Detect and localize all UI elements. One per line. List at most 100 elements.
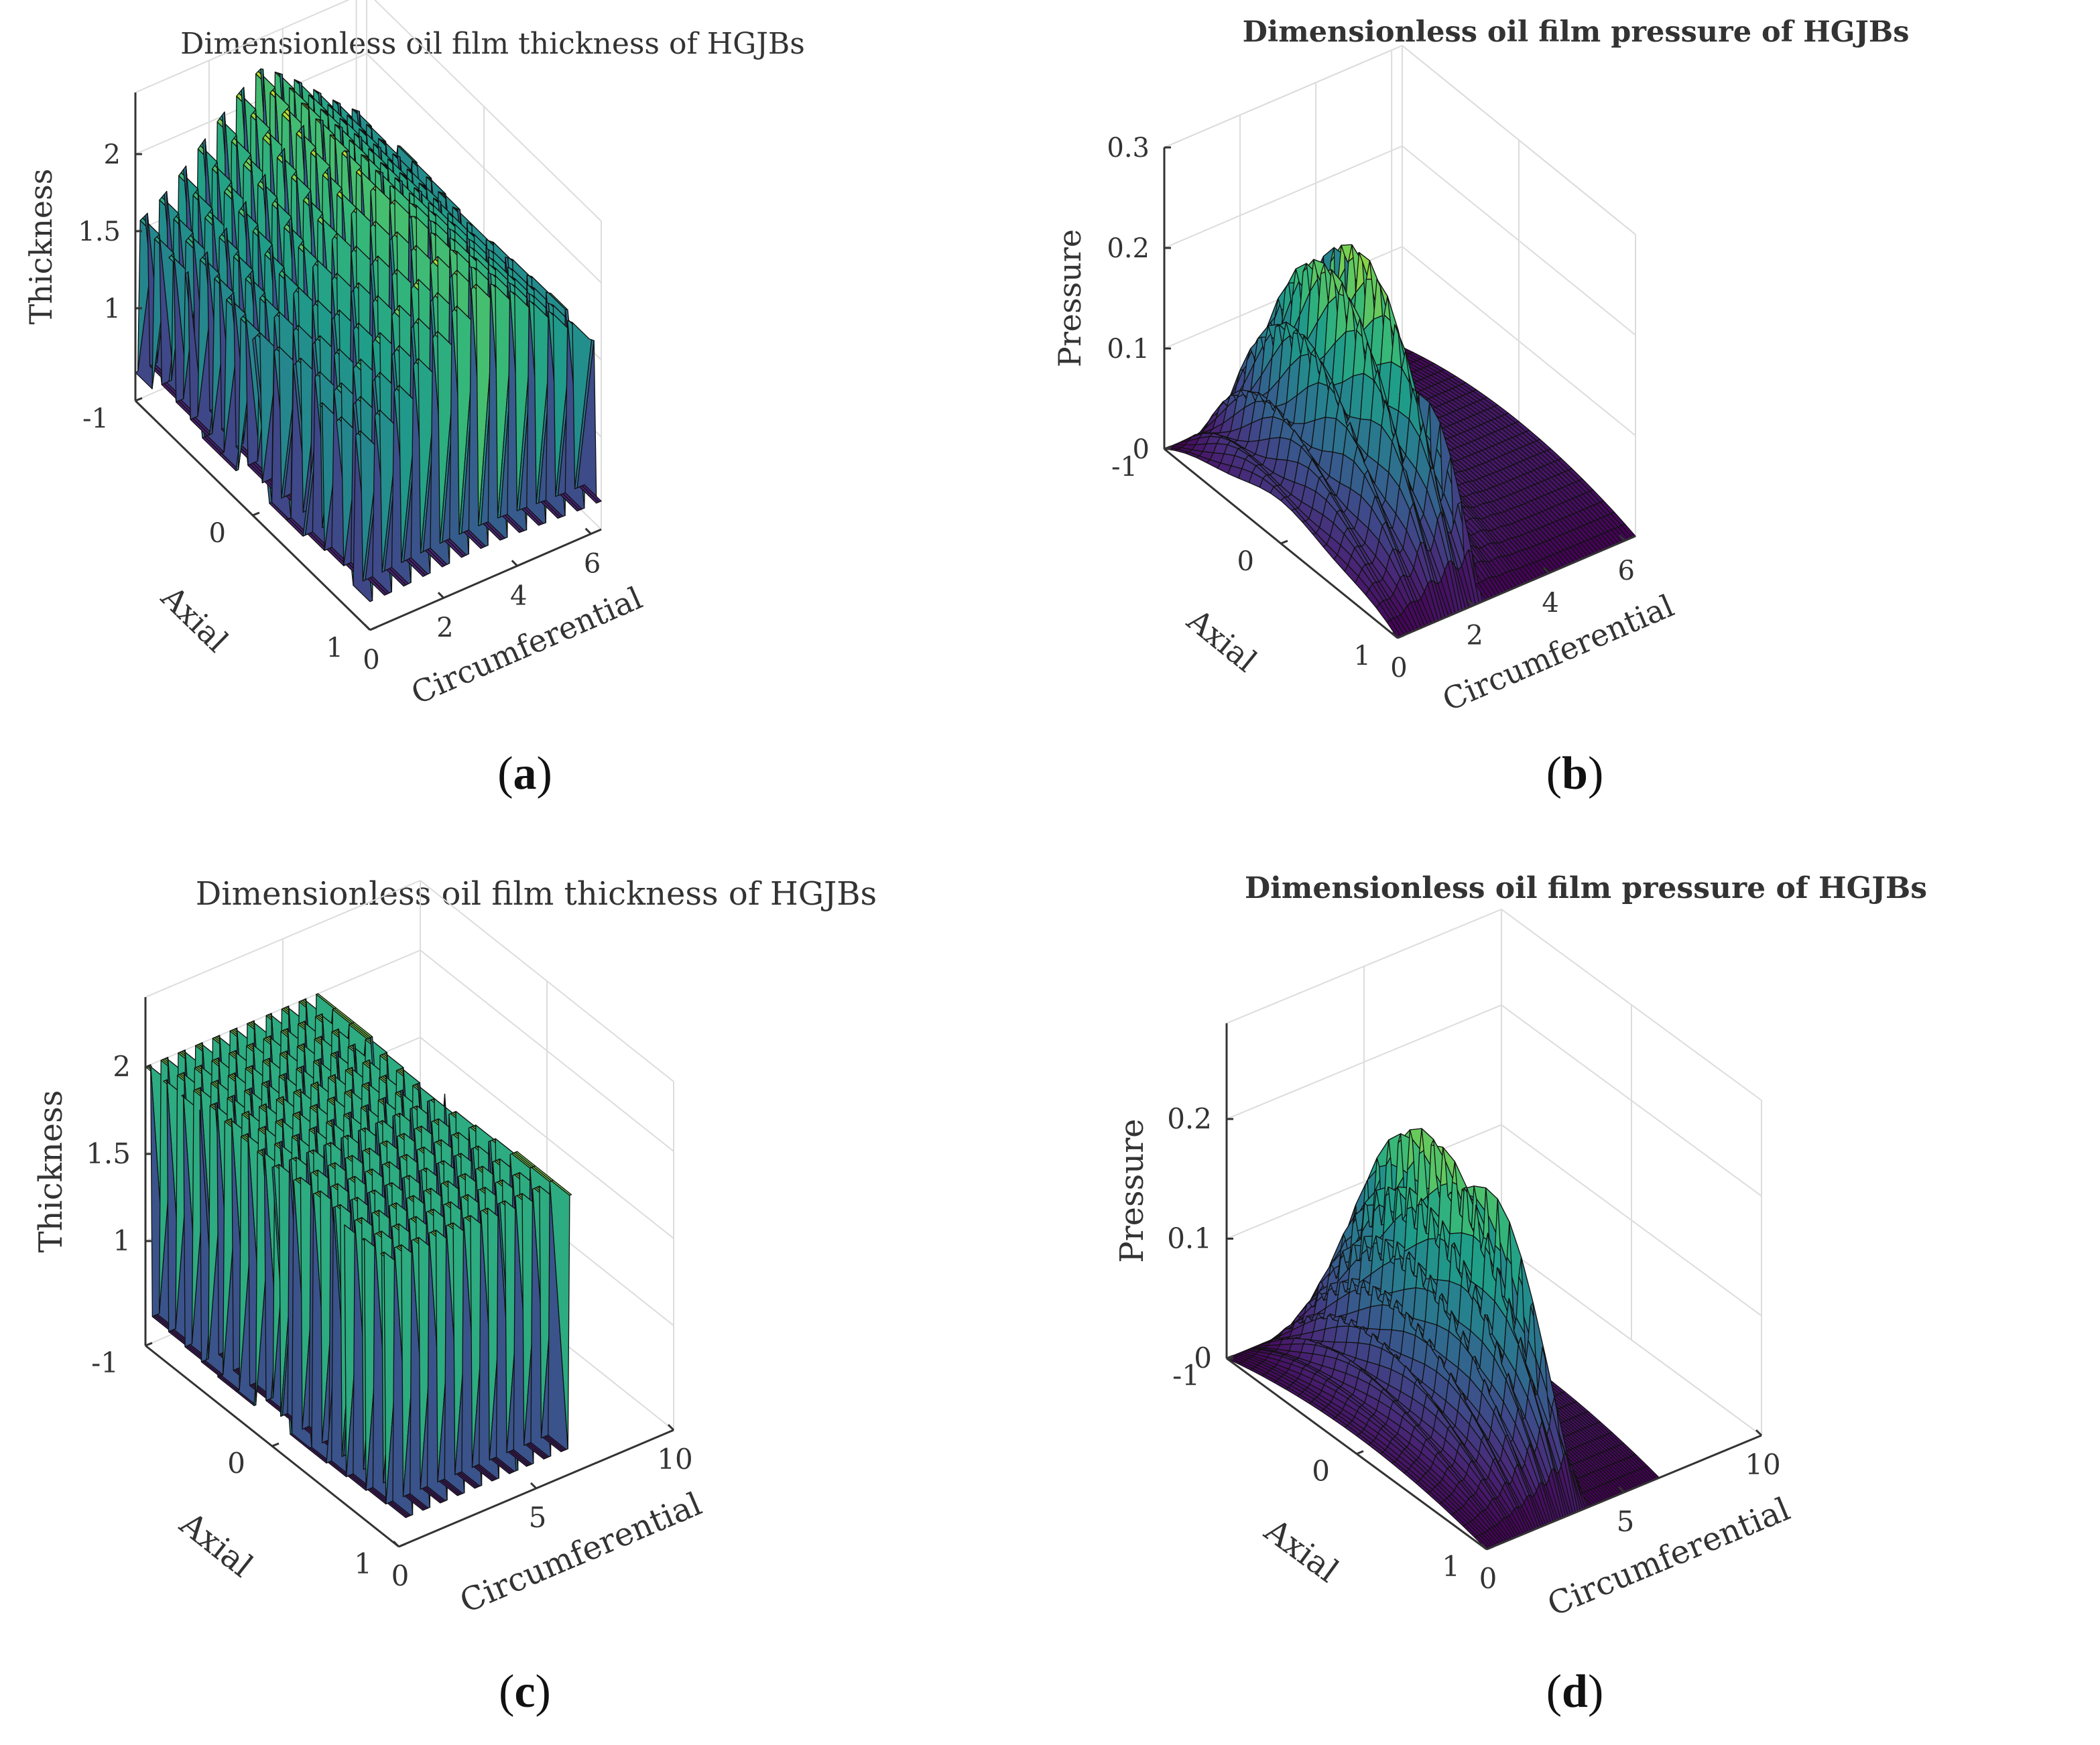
surface-b [1164,244,1636,639]
axis-lines-b [1163,146,1636,639]
z-tick-label: 2 [104,139,121,170]
grid-line [1164,45,1403,148]
panel-a: Dimensionless oil film thickness of HGJB… [0,0,1050,831]
chart-b: Dimensionless oil film pressure of HGJBs… [1052,15,1909,718]
axes-a: Dimensionless oil film thickness of HGJB… [23,0,805,712]
z-axis-label: Pressure [1052,229,1088,367]
axes-b: Dimensionless oil film pressure of HGJBs… [1052,15,1909,718]
grid-line [420,1037,674,1239]
surface-a [135,68,602,602]
y-tick-mark [1397,634,1405,639]
grid-line [1164,145,1403,249]
panel-c: Dimensionless oil film thickness of HGJB… [0,838,1050,1745]
x-axis-label: Circumferential [454,1485,707,1620]
y-tick-mark [145,1342,153,1347]
z-tick-label: 1 [104,294,121,324]
x-tick-mark [1467,599,1475,606]
y-axis-label: Axial [172,1504,259,1585]
axes-d: Dimensionless oil film pressure of HGJBs… [1113,871,1927,1624]
grid-line [1402,246,1636,436]
z-tick-label: 1.5 [86,1137,131,1170]
x-tick-label: 0 [391,1559,410,1592]
x-tick-mark [1543,567,1550,574]
y-axis-label: Axial [154,578,235,659]
y-tick-label: 0 [1237,546,1254,577]
chart-c: Dimensionless oil film thickness of HGJB… [32,875,877,1620]
grid-line [135,0,350,93]
grid-line [1402,145,1636,336]
x-axis-line [1397,535,1636,639]
z-tick-label: 0 [1133,434,1150,465]
panel-b: Dimensionless oil film pressure of HGJBs… [1050,0,2100,831]
panel-label-a: (a) [497,748,552,799]
x-tick-label: 2 [1466,621,1483,651]
x-tick-mark [1391,631,1399,639]
x-tick-mark [363,623,371,631]
grid-line [1402,45,1636,235]
z-tick-label: 1 [113,1224,131,1257]
grid-line [135,53,367,155]
y-tick-label: -1 [91,1346,119,1379]
surface-patch [581,484,602,503]
y-tick-mark [1280,539,1288,545]
z-axis-label: Thickness [32,1090,70,1253]
x-tick-mark [667,1423,675,1431]
grid-line [1501,1244,1762,1436]
x-tick-label: 2 [436,612,453,643]
x-tick-label: 6 [584,549,601,580]
grid-line [1501,1005,1762,1197]
y-tick-label: 0 [227,1447,245,1480]
x-tick-mark [584,527,592,535]
chart-title-b: Dimensionless oil film pressure of HGJBs [1243,15,1910,49]
y-tick-mark [398,1543,406,1548]
x-axis-line [369,528,602,631]
panel-d: Dimensionless oil film pressure of HGJBs… [1050,838,2100,1745]
y-tick-label: 1 [1354,641,1371,671]
y-tick-mark [135,397,143,402]
grid-line [1226,1004,1502,1120]
z-tick-label: 0.1 [1107,334,1150,365]
chart-title-a: Dimensionless oil film thickness of HGJB… [180,27,805,61]
x-tick-label: 6 [1617,556,1634,586]
y-tick-label: 1 [326,633,343,663]
grid-line [1226,1124,1502,1240]
axis-lines-c [144,997,675,1548]
grid-line [1501,1124,1762,1317]
grid-line [366,53,602,283]
z-tick-label: 0.3 [1107,133,1150,164]
y-tick-mark [369,626,377,631]
chart-d: Dimensionless oil film pressure of HGJBs… [1113,871,1927,1624]
x-tick-label: 5 [529,1501,547,1534]
z-tick-label: 2 [113,1050,131,1083]
surface-c [145,993,572,1518]
grid-line [420,950,674,1152]
x-tick-mark [511,560,518,567]
x-tick-mark [437,592,444,599]
z-axis-label: Thickness [23,169,59,325]
x-tick-label: 4 [510,580,527,611]
surface-patch [551,1179,572,1196]
y-tick-label: -1 [82,403,109,434]
y-tick-mark [271,1442,280,1447]
y-tick-label: 0 [209,518,226,549]
x-tick-label: 0 [363,645,379,675]
x-tick-mark [1619,534,1626,541]
x-tick-mark [530,1482,538,1490]
x-tick-mark [392,1540,400,1548]
chart-title-d: Dimensionless oil film pressure of HGJBs [1245,871,1927,905]
chart-a: Dimensionless oil film thickness of HGJB… [23,0,805,712]
z-tick-label: 0.2 [1107,233,1150,264]
y-tick-label: -1 [1111,452,1137,482]
chart-title-c: Dimensionless oil film thickness of HGJB… [196,875,877,913]
y-axis-label: Axial [1180,602,1263,680]
y-tick-mark [252,511,260,517]
x-tick-label: 0 [1390,653,1407,684]
axes-c: Dimensionless oil film thickness of HGJB… [32,875,877,1620]
x-tick-label: 4 [1542,588,1558,619]
surface-d [1226,1128,1660,1550]
y-tick-label: 1 [354,1547,372,1580]
x-tick-label: 10 [657,1443,692,1476]
